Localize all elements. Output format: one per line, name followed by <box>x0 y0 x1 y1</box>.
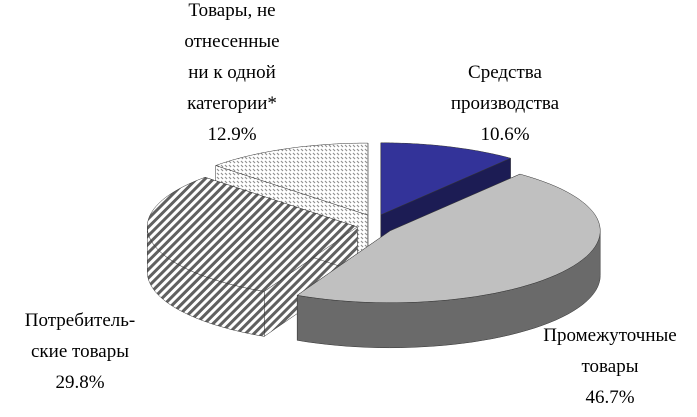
label-line: Товары, не <box>188 0 275 21</box>
label-line: Промежуточные <box>543 325 676 346</box>
slice <box>296 173 601 303</box>
value-label: 29.8% <box>55 372 104 393</box>
slice-label: Промежуточные товары <box>543 325 676 377</box>
label-line: товары <box>582 356 639 377</box>
label-line: отнесенные <box>184 31 279 52</box>
label-line: категории* <box>187 93 277 114</box>
label-line: производства <box>451 93 560 114</box>
slice <box>214 142 369 216</box>
slice <box>380 142 512 216</box>
label-line: Потребитель- <box>25 310 135 331</box>
value-label: 10.6% <box>480 124 529 145</box>
slice <box>147 177 358 292</box>
label-line: Средства <box>468 62 542 83</box>
value-label: 12.9% <box>207 124 256 145</box>
label-line: ни к одной <box>188 62 276 83</box>
slice-label: Средства производства <box>451 62 560 114</box>
slice-label: Товары, не отнесенные ни к одной категории* <box>184 0 279 114</box>
label-line: ские товары <box>31 341 129 362</box>
value-label: 46.7% <box>585 387 634 408</box>
slice-label: Потребитель-ские товары <box>25 310 135 362</box>
